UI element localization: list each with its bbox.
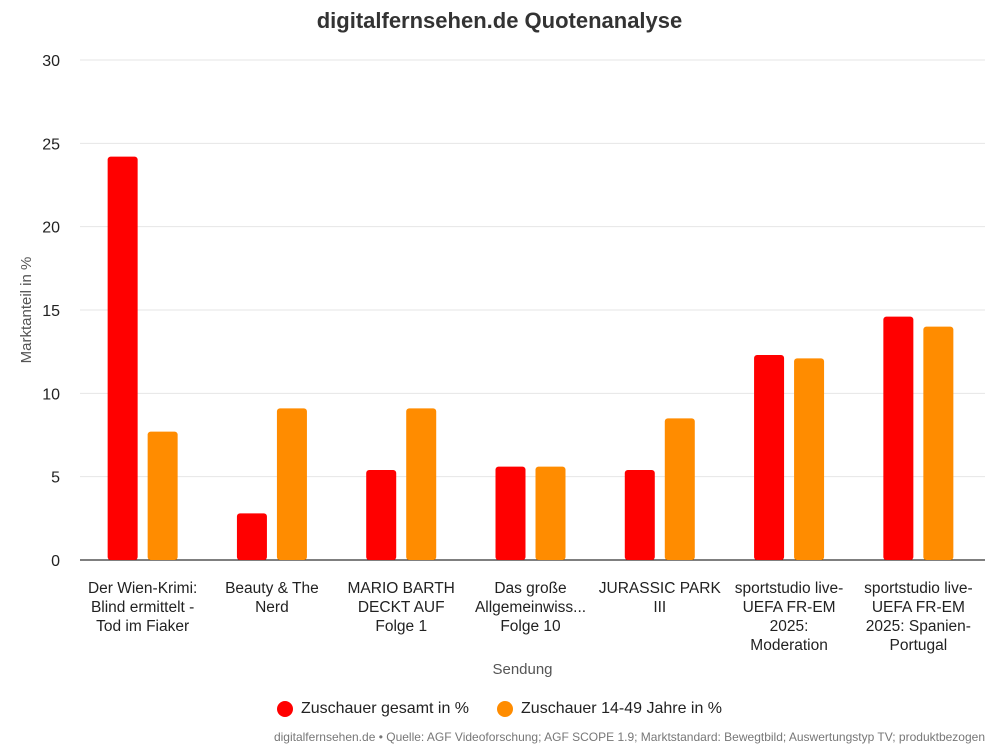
x-tick-label: MARIO BARTH <box>348 580 455 597</box>
y-tick-label: 20 <box>42 220 60 237</box>
legend-label-total: Zuschauer gesamt in % <box>300 700 470 717</box>
x-tick-label: Nerd <box>255 599 289 616</box>
x-tick-label: UEFA FR-EM <box>743 599 836 616</box>
bar-14-49 <box>406 408 437 560</box>
x-tick-label: Beauty & The <box>225 580 319 597</box>
legend-label-14-49: Zuschauer 14-49 Jahre in % <box>521 700 723 717</box>
bar-total <box>883 316 914 560</box>
x-tick-label: JURASSIC PARK <box>599 580 722 597</box>
bar-total <box>624 470 655 560</box>
x-tick-label: Das große <box>494 580 566 597</box>
bar-total <box>754 355 785 560</box>
source-footer: digitalfernsehen.de • Quelle: AGF Videof… <box>273 730 985 744</box>
bar-14-49 <box>147 431 178 560</box>
x-tick-label: Folge 10 <box>500 618 561 635</box>
bar-total <box>236 513 267 560</box>
x-tick-label: Moderation <box>750 637 828 654</box>
legend: Zuschauer gesamt in % Zuschauer 14-49 Ja… <box>0 700 999 718</box>
bar-14-49 <box>794 358 825 560</box>
x-tick-label: 2025: <box>770 618 809 635</box>
legend-item-total[interactable]: Zuschauer gesamt in % <box>276 700 470 718</box>
y-tick-label: 15 <box>42 303 60 320</box>
x-tick-label: 2025: Spanien- <box>866 618 971 635</box>
bar-total <box>366 470 397 560</box>
y-tick-label: 30 <box>42 53 60 70</box>
chart-title: digitalfernsehen.de Quotenanalyse <box>316 8 683 33</box>
bar-14-49 <box>535 466 566 560</box>
x-tick-label: Der Wien-Krimi: <box>88 580 197 597</box>
legend-item-14-49[interactable]: Zuschauer 14-49 Jahre in % <box>497 700 722 718</box>
y-axis-label: Marktanteil in % <box>18 257 35 364</box>
x-tick-label: Portugal <box>889 637 947 654</box>
x-tick-label: DECKT AUF <box>358 599 445 616</box>
x-tick-label: III <box>653 599 666 616</box>
x-tick-label: Blind ermittelt - <box>91 599 194 616</box>
bar-total <box>495 466 526 560</box>
x-axis-label: Sendung <box>492 661 552 678</box>
legend-swatch-14-49 <box>497 701 514 717</box>
x-tick-label: sportstudio live- <box>864 580 973 597</box>
x-tick-label: Tod im Fiaker <box>96 618 189 635</box>
bar-total <box>107 156 138 560</box>
x-tick-label: sportstudio live- <box>735 580 844 597</box>
y-tick-label: 0 <box>51 553 60 570</box>
y-tick-label: 5 <box>51 470 60 487</box>
x-tick-label: Allgemeinwiss... <box>475 599 586 616</box>
y-tick-label: 25 <box>42 136 60 153</box>
legend-swatch-total <box>276 701 293 717</box>
x-tick-label: Folge 1 <box>375 618 427 635</box>
x-tick-label: UEFA FR-EM <box>872 599 965 616</box>
bar-14-49 <box>923 326 954 560</box>
bar-chart: 0 5 10 15 20 25 30 Marktanteil in % Der Wien-Kri… <box>18 53 985 678</box>
bar-14-49 <box>664 418 695 560</box>
y-tick-label: 10 <box>42 386 60 403</box>
bar-14-49 <box>276 408 307 560</box>
